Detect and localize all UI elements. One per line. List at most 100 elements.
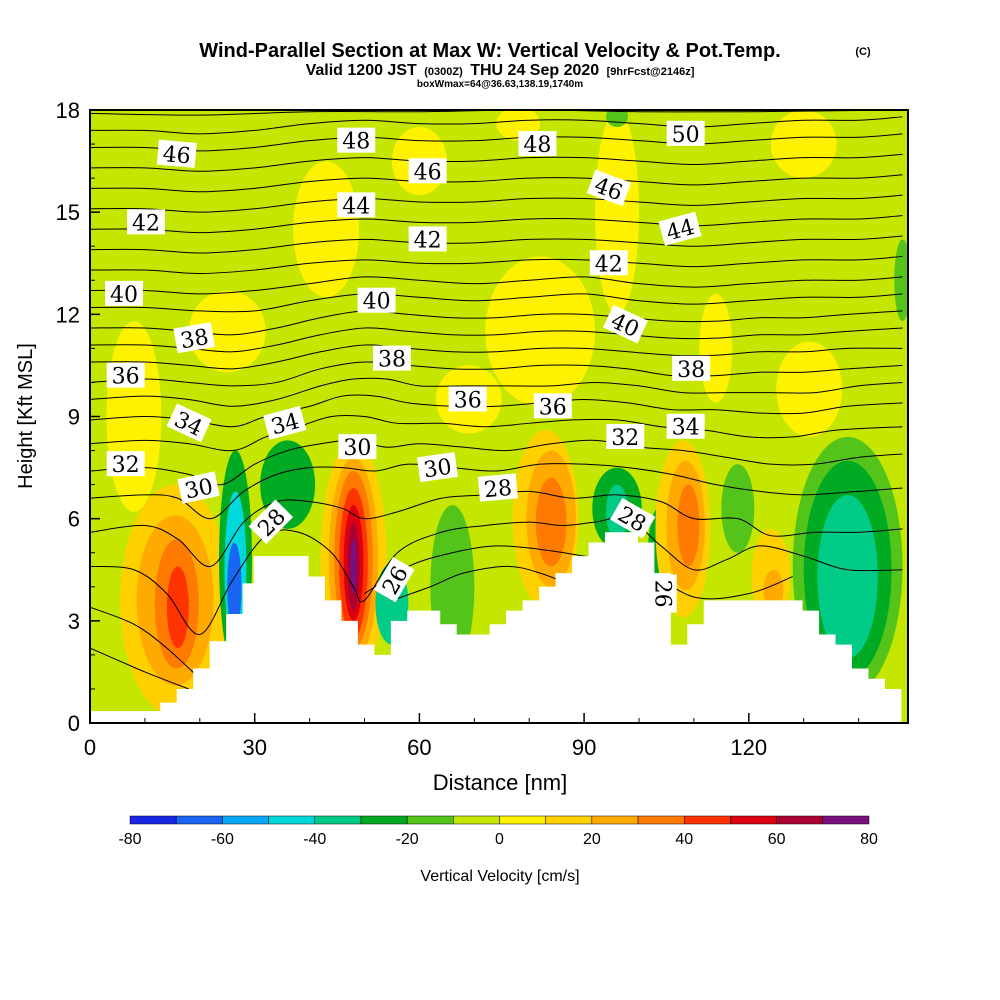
velocity-cell: [894, 239, 908, 322]
y-tick-label: 0: [68, 711, 80, 736]
colorbar-tick-label: -20: [396, 831, 419, 848]
contour-label-text: 36: [454, 388, 482, 413]
colorbar-tick-label: -40: [303, 831, 326, 848]
y-tick-label: 12: [56, 302, 80, 327]
contour-label-text: 26: [650, 580, 675, 608]
isentrope-42: [90, 235, 903, 254]
contour-label: 36: [448, 386, 487, 413]
isentrope-44: [90, 194, 903, 213]
x-tick-label: 0: [84, 735, 96, 760]
isentrope-47: [90, 133, 903, 152]
velocity-cell: [166, 566, 189, 649]
contour-label-box: [586, 169, 632, 207]
velocity-cell: [763, 569, 784, 611]
contour-label-text: 38: [179, 325, 211, 354]
contour-label-box: [518, 131, 557, 157]
contour-label: 30: [416, 452, 458, 483]
contour-label: 44: [337, 192, 376, 219]
velocity-cell: [721, 464, 755, 553]
colorbar-swatch: [406, 815, 454, 825]
colorbar-swatch: [314, 815, 362, 825]
contour-label-text: 42: [595, 252, 623, 277]
contour-label-text: 44: [342, 194, 370, 219]
contour-label: 28: [477, 473, 518, 503]
x-tick-label: 90: [572, 735, 596, 760]
isentrope-41: [90, 255, 903, 274]
contour-label: 48: [518, 131, 557, 158]
isentrope-27: [90, 606, 201, 680]
colorbar-swatch: [730, 815, 777, 825]
contour-label-text: 42: [414, 228, 442, 253]
y-tick-label: 3: [68, 609, 80, 634]
colorbar-ticks: -80 -60 -40 -20 0 20 40 60 80: [118, 831, 878, 848]
velocity-cell: [227, 542, 242, 632]
contour-label: 46: [408, 158, 447, 185]
contour-label: 42: [589, 250, 628, 277]
colorbar-tick-label: 60: [768, 831, 786, 848]
contour-label-box: [373, 557, 415, 603]
velocity-cell: [293, 161, 360, 298]
contour-label-text: 38: [677, 358, 705, 383]
contour-label: 50: [666, 120, 705, 148]
contour-label-box: [416, 452, 458, 483]
contour-label-box: [105, 280, 144, 306]
velocity-cell: [770, 110, 837, 179]
isentrope-38: [90, 310, 903, 336]
isentrope-34: [90, 377, 903, 407]
contour-label-box: [372, 345, 411, 371]
colorbar-swatch: [545, 815, 593, 825]
contour-label: 40: [357, 287, 396, 315]
chart-subtitle-box: boxWmax=64@36.63,138.19,1740m: [417, 79, 583, 90]
chart-title: Wind-Parallel Section at Max W: Vertical…: [199, 40, 780, 62]
colorbar-swatch: [776, 815, 824, 825]
isentrope-26: [90, 647, 189, 690]
colorbar-tick-label: 20: [583, 831, 601, 848]
contour-label-box: [448, 386, 487, 412]
contour-label-text: 40: [363, 290, 391, 315]
contour-label-box: [338, 434, 377, 460]
isentrope-31: [90, 439, 903, 486]
contour-label-box: [106, 362, 145, 388]
isentrope-39: [90, 293, 903, 313]
x-tick-label: 60: [407, 735, 431, 760]
colorbar-swatch: [637, 815, 685, 825]
contour-label-text: 40: [110, 283, 138, 308]
contour-label-box: [666, 413, 705, 439]
contour-label: 44: [658, 211, 702, 246]
contour-label-text: 42: [132, 211, 160, 236]
contour-label-text: 48: [523, 133, 551, 158]
colorbar-swatch: [175, 815, 223, 825]
contour-label-text: 32: [112, 453, 140, 478]
contour-label: 32: [106, 451, 145, 478]
contour-label-box: [651, 574, 677, 613]
colorbar-swatch: [222, 815, 269, 825]
colorbar-label: Vertical Velocity [cm/s]: [420, 868, 579, 885]
contour-label-box: [156, 139, 197, 168]
contour-label: 36: [533, 393, 572, 420]
y-tick-label: 9: [68, 405, 80, 430]
contour-label-box: [658, 211, 702, 246]
contour-label-box: [166, 403, 212, 443]
contour-label-box: [672, 355, 711, 381]
velocity-cell: [776, 341, 843, 437]
colorbar-swatch: [499, 815, 546, 825]
colorbar-swatch: [684, 815, 731, 825]
contour-label-text: 28: [483, 476, 513, 503]
isentrope-48: [90, 116, 903, 135]
contour-label-box: [606, 423, 645, 449]
colorbar-swatch: [360, 815, 408, 825]
contour-label: 36: [106, 362, 145, 390]
x-axis-label: Distance [nm]: [433, 770, 568, 795]
subtitle-forecast: [9hrFcst@2146z]: [607, 66, 695, 78]
contour-label-text: 36: [112, 365, 140, 390]
velocity-cell: [677, 484, 700, 567]
contour-label-text: 32: [611, 426, 639, 451]
contour-label: 34: [666, 413, 705, 441]
contour-label-text: 38: [378, 348, 406, 373]
contour-label-text: 36: [539, 395, 567, 420]
contour-label: 38: [372, 345, 411, 373]
colorbar-tick-label: 40: [675, 831, 693, 848]
